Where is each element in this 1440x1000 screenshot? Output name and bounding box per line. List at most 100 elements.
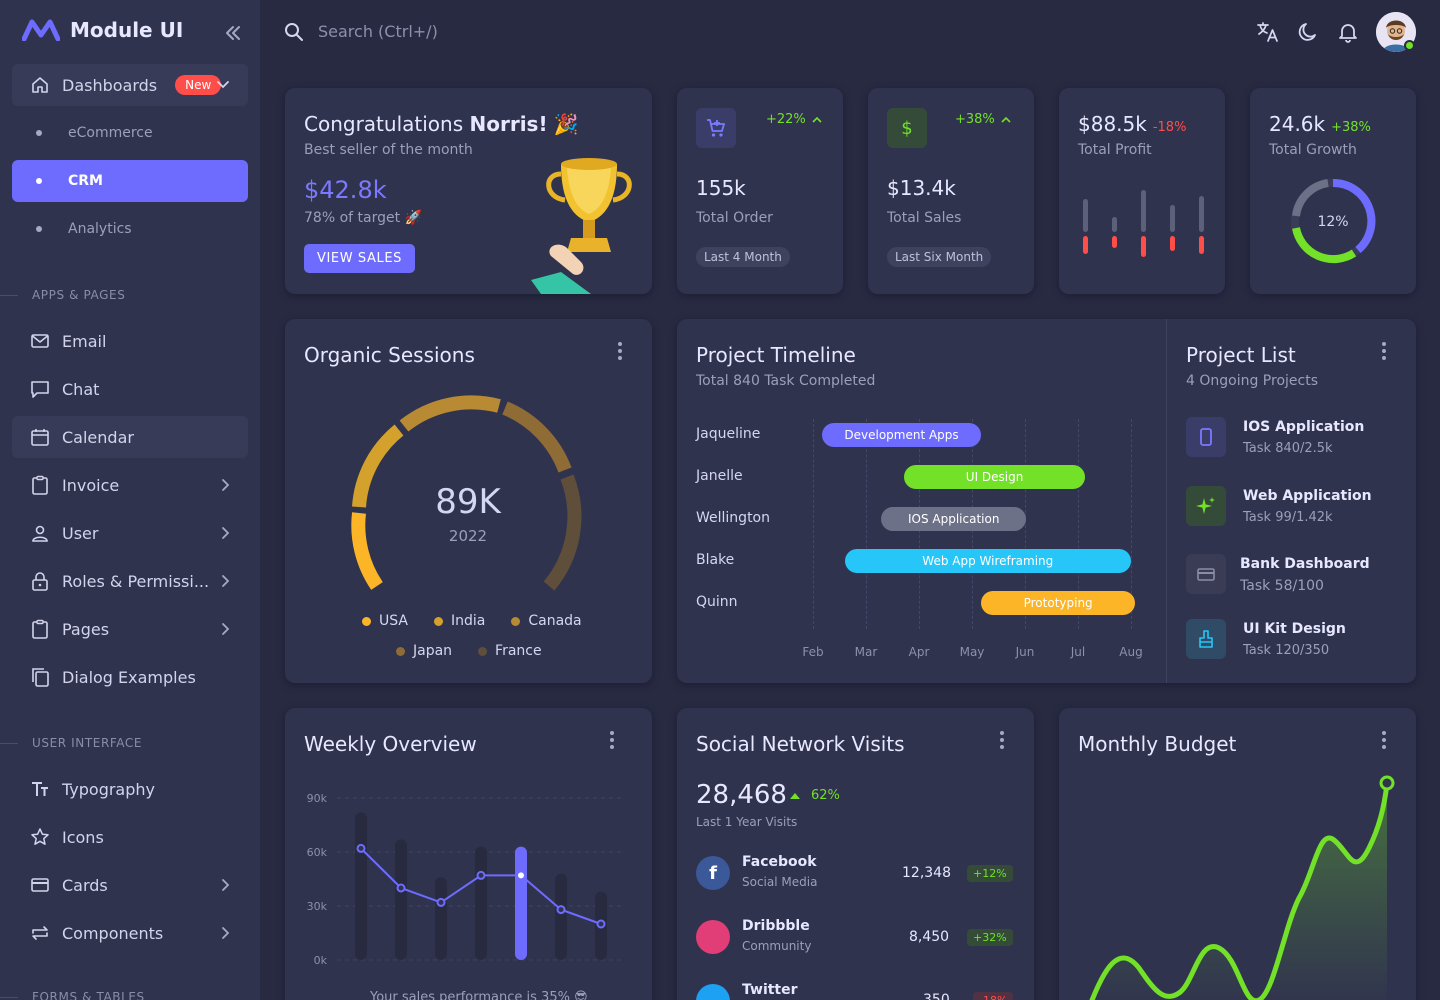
budget-title: Monthly Budget bbox=[1078, 732, 1237, 756]
organic-year: 2022 bbox=[449, 527, 487, 545]
weekly-point-4 bbox=[516, 870, 526, 881]
more-options-icon[interactable] bbox=[1381, 731, 1387, 749]
total-profit-label: Total Profit bbox=[1078, 142, 1152, 158]
sidebar-item-label: Cards bbox=[62, 875, 108, 895]
svg-text:$: $ bbox=[901, 118, 912, 139]
timeline-month-axis: Feb Mar Apr May Jun Jul Aug bbox=[802, 645, 1142, 661]
sidebar-item-ecommerce[interactable]: eCommerce bbox=[12, 112, 248, 154]
social-title: Social Network Visits bbox=[696, 732, 905, 756]
chevron-up-icon bbox=[812, 116, 822, 123]
weekly-bar-3 bbox=[475, 846, 487, 960]
weekly-point-2 bbox=[436, 897, 446, 907]
more-options-icon[interactable] bbox=[617, 342, 623, 360]
timeline-row-label: Blake bbox=[696, 552, 735, 568]
sidebar-item-chat[interactable]: Chat bbox=[12, 368, 248, 410]
facebook-change-badge: +12% bbox=[967, 865, 1013, 882]
timeline-task-bar[interactable]: Web App Wireframing bbox=[844, 549, 1131, 573]
chevron-down-icon bbox=[217, 81, 229, 89]
social-network-card: Social Network Visits 28,468 62% Last 1 … bbox=[677, 708, 1034, 1000]
congrats-subtitle: Best seller of the month bbox=[304, 142, 473, 158]
organic-title: Organic Sessions bbox=[304, 343, 475, 367]
sidebar-item-typography[interactable]: Typography bbox=[12, 768, 248, 810]
social-caption: Last 1 Year Visits bbox=[696, 815, 798, 829]
more-options-icon[interactable] bbox=[999, 731, 1005, 749]
sidebar-item-analytics[interactable]: Analytics bbox=[12, 208, 248, 250]
sidebar-item-calendar[interactable]: Calendar bbox=[12, 416, 248, 458]
sidebar-item-label: Dashboards bbox=[62, 75, 158, 95]
brand-logo-icon bbox=[22, 19, 60, 41]
sidebar-item-label: Chat bbox=[62, 379, 100, 399]
total-order-value: 155k bbox=[696, 176, 746, 200]
weekly-title: Weekly Overview bbox=[304, 732, 477, 756]
weekly-bar-chart: 90k 60k 30k 0k bbox=[307, 792, 625, 967]
profit-bar-red-0 bbox=[1083, 236, 1088, 254]
congratulations-card: Congratulations Norris! 🎉 Best seller of… bbox=[285, 88, 652, 294]
timeline-task-bar[interactable]: Prototyping bbox=[980, 591, 1136, 615]
total-profit-value: $88.5k bbox=[1078, 112, 1147, 136]
sidebar-item-roles[interactable]: Roles & Permissi... bbox=[12, 560, 248, 602]
social-item-twitter[interactable]: Twitter bbox=[742, 982, 798, 998]
more-options-icon[interactable] bbox=[1381, 342, 1387, 360]
sidebar-item-dashboards[interactable]: Dashboards New bbox=[12, 64, 248, 106]
typography-icon bbox=[30, 779, 50, 799]
bell-icon[interactable] bbox=[1336, 20, 1360, 44]
cart-icon bbox=[696, 108, 736, 148]
project-list-subtitle: 4 Ongoing Projects bbox=[1186, 373, 1318, 389]
sidebar-item-label: Calendar bbox=[62, 427, 134, 447]
search-input[interactable]: Search (Ctrl+/) bbox=[318, 22, 438, 41]
organic-legend-row2: Japan France bbox=[396, 643, 542, 659]
search-icon[interactable] bbox=[284, 22, 304, 42]
social-item-dribbble[interactable]: Dribbble Community bbox=[742, 918, 812, 953]
sidebar-item-label: Components bbox=[62, 923, 164, 943]
brand[interactable]: Module UI bbox=[22, 18, 183, 42]
translate-icon[interactable] bbox=[1256, 20, 1280, 44]
sidebar-item-icons[interactable]: Icons bbox=[12, 816, 248, 858]
card-icon bbox=[30, 875, 50, 895]
project-item-ios[interactable]: IOS Application Task 840/2.5k bbox=[1243, 419, 1365, 456]
sidebar-item-pages[interactable]: Pages bbox=[12, 608, 248, 650]
moon-icon[interactable] bbox=[1296, 20, 1320, 44]
sidebar-item-invoice[interactable]: Invoice bbox=[12, 464, 248, 506]
project-item-bank[interactable]: Bank Dashboard Task 58/100 bbox=[1240, 556, 1370, 594]
sidebar-item-components[interactable]: Components bbox=[12, 912, 248, 954]
view-sales-button[interactable]: VIEW SALES bbox=[304, 244, 416, 273]
sidebar-item-label: Icons bbox=[62, 827, 104, 847]
sidebar-item-cards[interactable]: Cards bbox=[12, 864, 248, 906]
collapse-sidebar-icon[interactable] bbox=[222, 22, 244, 44]
timeline-task-bar[interactable]: UI Design bbox=[903, 465, 1086, 489]
home-icon bbox=[30, 75, 50, 95]
timeline-gridline bbox=[1025, 419, 1026, 629]
weekly-point-5 bbox=[556, 905, 566, 915]
sidebar-item-label: Dialog Examples bbox=[62, 667, 196, 687]
trophy-icon bbox=[531, 158, 632, 294]
organic-value: 89K bbox=[435, 482, 502, 522]
sidebar-item-label: eCommerce bbox=[68, 125, 153, 141]
chevron-right-icon bbox=[222, 527, 230, 539]
dialog-icon bbox=[30, 667, 50, 687]
email-icon bbox=[30, 331, 50, 351]
weekly-y-tick: 90k bbox=[307, 792, 328, 805]
sidebar-item-crm[interactable]: CRM bbox=[12, 160, 248, 202]
timeline-row-label: Janelle bbox=[696, 468, 743, 484]
timeline-month-label: Aug bbox=[1119, 645, 1143, 659]
more-options-icon[interactable] bbox=[609, 731, 615, 749]
social-item-facebook[interactable]: Facebook Social Media bbox=[742, 854, 818, 889]
chevron-up-icon bbox=[1001, 116, 1011, 123]
sidebar-item-label: Email bbox=[62, 331, 107, 351]
weekly-y-tick: 60k bbox=[307, 846, 328, 859]
sidebar-item-dialog-examples[interactable]: Dialog Examples bbox=[12, 656, 248, 698]
total-growth-card: 24.6k +38% Total Growth 12% bbox=[1250, 88, 1416, 294]
total-growth-label: Total Growth bbox=[1269, 142, 1357, 158]
project-item-web[interactable]: Web Application Task 99/1.42k bbox=[1243, 488, 1372, 525]
weekly-bar-2 bbox=[435, 877, 447, 960]
total-order-chip: Last 4 Month bbox=[696, 247, 790, 267]
total-growth-change: +38% bbox=[1331, 120, 1371, 135]
sidebar-item-label: Typography bbox=[62, 779, 155, 799]
sidebar-item-user[interactable]: User bbox=[12, 512, 248, 554]
timeline-month-label: May bbox=[959, 645, 985, 659]
timeline-task-bar[interactable]: Development Apps bbox=[822, 423, 981, 447]
project-item-uikit[interactable]: UI Kit Design Task 120/350 bbox=[1243, 621, 1346, 658]
profit-bar-red-1 bbox=[1112, 236, 1117, 248]
sidebar-item-email[interactable]: Email bbox=[12, 320, 248, 362]
timeline-task-bar[interactable]: IOS Application bbox=[881, 507, 1027, 531]
